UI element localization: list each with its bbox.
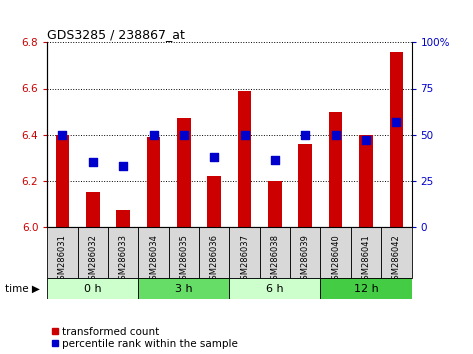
Bar xyxy=(56,135,70,227)
Text: GSM286040: GSM286040 xyxy=(331,234,340,285)
Bar xyxy=(47,278,138,299)
Text: GSM286034: GSM286034 xyxy=(149,234,158,285)
Text: GSM286037: GSM286037 xyxy=(240,234,249,285)
Bar xyxy=(320,227,351,278)
Bar xyxy=(238,91,252,227)
Legend: transformed count, percentile rank within the sample: transformed count, percentile rank withi… xyxy=(53,327,238,349)
Point xyxy=(301,132,309,137)
Bar xyxy=(78,227,108,278)
Text: GSM286035: GSM286035 xyxy=(179,234,188,285)
Bar xyxy=(108,227,138,278)
Text: GSM286036: GSM286036 xyxy=(210,234,219,285)
Point xyxy=(150,132,158,137)
Bar xyxy=(116,210,130,227)
Bar xyxy=(351,227,381,278)
Text: 0 h: 0 h xyxy=(84,284,102,293)
Text: GSM286032: GSM286032 xyxy=(88,234,97,285)
Bar xyxy=(229,278,321,299)
Bar xyxy=(199,227,229,278)
Point xyxy=(393,119,400,125)
Text: 12 h: 12 h xyxy=(354,284,378,293)
Bar xyxy=(177,118,191,227)
Text: 3 h: 3 h xyxy=(175,284,193,293)
Bar xyxy=(207,176,221,227)
Text: GDS3285 / 238867_at: GDS3285 / 238867_at xyxy=(47,28,185,41)
Point xyxy=(362,137,370,143)
Text: GSM286038: GSM286038 xyxy=(271,234,280,285)
Point xyxy=(332,132,340,137)
Bar xyxy=(169,227,199,278)
Bar xyxy=(138,278,229,299)
Text: 6 h: 6 h xyxy=(266,284,284,293)
Bar xyxy=(229,227,260,278)
Bar xyxy=(359,135,373,227)
Bar xyxy=(389,52,403,227)
Text: GSM286042: GSM286042 xyxy=(392,234,401,285)
Bar xyxy=(298,144,312,227)
Bar xyxy=(320,278,412,299)
Bar xyxy=(138,227,169,278)
Point xyxy=(241,132,248,137)
Bar xyxy=(47,227,78,278)
Bar xyxy=(260,227,290,278)
Point xyxy=(180,132,188,137)
Text: GSM286033: GSM286033 xyxy=(119,234,128,285)
Bar xyxy=(268,181,282,227)
Point xyxy=(119,163,127,169)
Bar xyxy=(147,137,160,227)
Text: GSM286041: GSM286041 xyxy=(361,234,370,285)
Bar xyxy=(329,112,342,227)
Bar xyxy=(381,227,412,278)
Point xyxy=(271,158,279,163)
Point xyxy=(210,154,218,159)
Bar xyxy=(86,192,100,227)
Point xyxy=(89,159,96,165)
Point xyxy=(59,132,66,137)
Text: GSM286039: GSM286039 xyxy=(301,234,310,285)
Text: time ▶: time ▶ xyxy=(5,284,40,293)
Text: GSM286031: GSM286031 xyxy=(58,234,67,285)
Bar xyxy=(290,227,321,278)
